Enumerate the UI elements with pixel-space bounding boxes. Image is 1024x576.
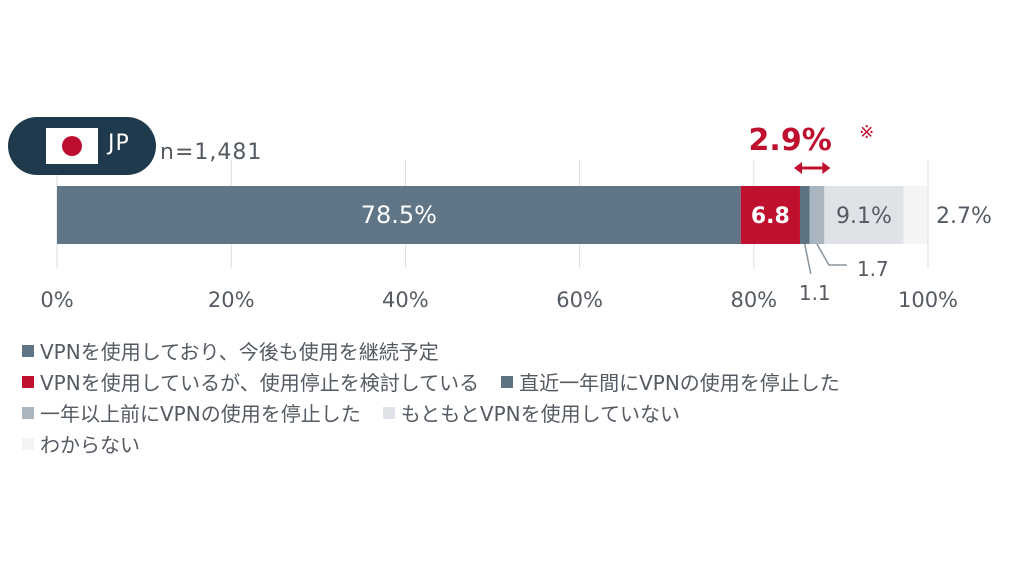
leader-line xyxy=(816,243,847,266)
legend-row: VPNを使用しているが、使用停止を検討している 直近一年間にVPNの使用を停止し… xyxy=(22,366,862,397)
x-axis-tick-labels: 0% 20% 40% 60% 80% 100% xyxy=(40,288,958,312)
data-label: 1.1 xyxy=(799,281,831,305)
legend-item: もともとVPNを使用していない xyxy=(382,398,681,427)
data-label: 6.8 xyxy=(751,204,790,229)
legend-item: わからない xyxy=(22,429,140,458)
annotation-mark: ※ xyxy=(859,122,874,143)
legend-row: わからない xyxy=(22,428,862,459)
data-label: 1.7 xyxy=(857,257,889,281)
bar-segment xyxy=(903,186,928,244)
annotation-value: 2.9% xyxy=(749,123,832,158)
country-badge: JP xyxy=(8,117,156,175)
sample-size: n=1,481 xyxy=(160,140,263,165)
x-tick-label: 100% xyxy=(898,288,958,312)
legend-label: わからない xyxy=(40,433,140,457)
legend-row: 一年以上前にVPNの使用を停止した もともとVPNを使用していない xyxy=(22,397,862,428)
data-label: 2.7% xyxy=(936,204,992,229)
x-tick-label: 80% xyxy=(730,288,777,312)
x-tick-label: 20% xyxy=(208,288,255,312)
legend-item: 一年以上前にVPNの使用を停止した xyxy=(22,398,361,427)
bar-segments xyxy=(57,186,928,244)
leader-line xyxy=(804,243,812,275)
legend-row: VPNを使用しており、今後も使用を継続予定 xyxy=(22,335,862,366)
legend-swatch xyxy=(501,375,514,388)
legend-label: もともとVPNを使用していない xyxy=(400,402,681,426)
annotation: 2.9% ※ xyxy=(749,122,874,174)
legend-swatch xyxy=(22,375,34,388)
legend-label: VPNを使用しているが、使用停止を検討している xyxy=(40,371,480,395)
legend-swatch xyxy=(22,344,34,357)
x-tick-label: 0% xyxy=(40,288,73,312)
japan-flag-icon xyxy=(46,128,98,164)
bar-segment xyxy=(799,186,810,244)
data-label: 9.1% xyxy=(836,204,892,229)
country-code: JP xyxy=(108,131,130,156)
legend-item: VPNを使用しており、今後も使用を継続予定 xyxy=(22,336,439,365)
legend-label: 一年以上前にVPNの使用を停止した xyxy=(40,402,361,426)
legend-label: VPNを使用しており、今後も使用を継続予定 xyxy=(40,340,439,364)
data-label: 78.5% xyxy=(361,201,437,229)
bar-segment xyxy=(740,186,800,244)
bar-segment xyxy=(809,186,825,244)
bar-segment xyxy=(57,186,741,244)
legend-swatch xyxy=(22,406,34,419)
bar-segment xyxy=(824,186,904,244)
data-labels: 78.5% 6.8 9.1% 2.7% 1.1 1.7 xyxy=(361,201,992,305)
legend-swatch xyxy=(22,437,34,450)
legend-item: 直近一年間にVPNの使用を停止した xyxy=(501,367,840,396)
x-tick-label: 60% xyxy=(556,288,603,312)
legend-swatch xyxy=(382,406,395,419)
arrow-head-right xyxy=(822,162,831,174)
flag-disc xyxy=(62,136,82,156)
arrow-head-left xyxy=(793,162,802,174)
legend: VPNを使用しており、今後も使用を継続予定 VPNを使用しているが、使用停止を検… xyxy=(22,335,862,459)
x-tick-label: 40% xyxy=(382,288,429,312)
legend-item: VPNを使用しているが、使用停止を検討している xyxy=(22,367,479,396)
legend-label: 直近一年間にVPNの使用を停止した xyxy=(519,371,840,395)
